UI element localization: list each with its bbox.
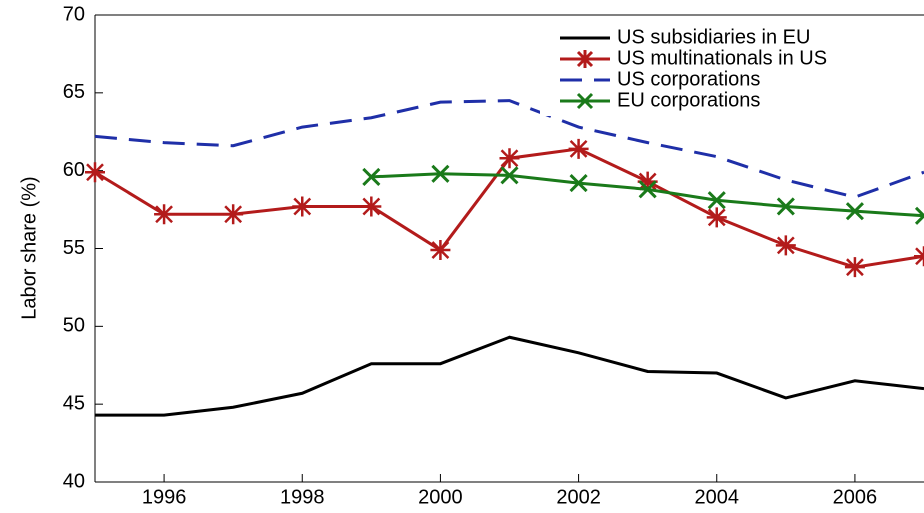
x-tick-label: 2000 — [418, 486, 463, 508]
y-tick-label: 45 — [63, 392, 85, 414]
marker — [637, 171, 658, 192]
x-tick-label: 1996 — [142, 486, 187, 508]
y-tick-label: 40 — [63, 470, 85, 492]
marker — [914, 206, 924, 225]
marker — [431, 164, 450, 183]
y-axis-label: Labor share (%) — [18, 176, 40, 319]
x-tick-label: 1998 — [280, 486, 325, 508]
marker — [844, 257, 865, 278]
marker — [845, 202, 864, 221]
marker — [85, 162, 105, 183]
y-tick-label: 65 — [63, 81, 85, 103]
marker — [361, 196, 382, 217]
marker — [569, 174, 588, 193]
marker — [707, 191, 726, 210]
marker — [914, 246, 924, 267]
marker — [706, 207, 727, 228]
marker — [568, 138, 589, 159]
series-line — [94, 99, 924, 199]
marker — [638, 180, 657, 199]
marker — [776, 197, 795, 216]
legend-label: US subsidiaries in EU — [617, 26, 810, 48]
y-tick-label: 50 — [63, 315, 85, 337]
legend-label: US multinationals in US — [617, 47, 827, 69]
marker — [500, 166, 519, 185]
legend-label: US corporations — [617, 68, 760, 90]
legend-marker — [576, 92, 594, 110]
marker — [223, 204, 244, 225]
marker — [362, 167, 381, 186]
y-tick-label: 55 — [63, 237, 85, 259]
y-tick-label: 70 — [63, 3, 85, 25]
legend-marker — [576, 50, 594, 68]
series-line — [95, 335, 924, 417]
x-tick-label: 2004 — [695, 486, 740, 508]
legend-label: EU corporations — [617, 89, 760, 111]
x-tick-label: 2002 — [556, 486, 601, 508]
marker — [430, 240, 451, 261]
x-tick-label: 2006 — [833, 486, 878, 508]
marker — [775, 235, 796, 256]
marker — [499, 148, 520, 169]
marker — [292, 196, 313, 217]
y-tick-label: 60 — [63, 159, 85, 181]
marker — [154, 204, 175, 225]
